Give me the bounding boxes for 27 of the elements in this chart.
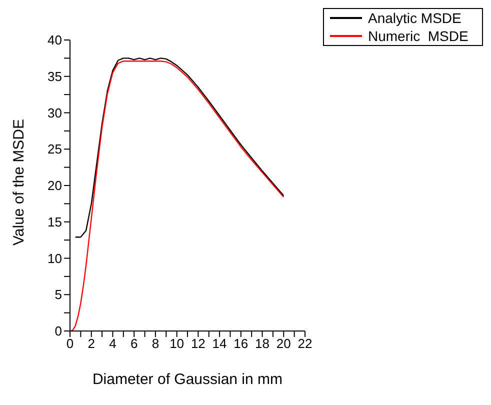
x-tick-label: 16 [234, 336, 248, 352]
line-series [74, 58, 284, 238]
y-tick-label: 0 [54, 324, 62, 339]
y-axis-title: Value of the MSDE [10, 119, 28, 246]
legend-label: Numeric MSDE [368, 27, 468, 45]
y-tick-label: 30 [48, 105, 62, 120]
x-tick-label: 0 [66, 336, 74, 352]
y-tick-label: 25 [48, 142, 62, 157]
x-tick-label: 20 [276, 336, 291, 352]
line-series [70, 60, 284, 331]
x-tick-label: 22 [298, 336, 312, 352]
x-tick-label: 18 [255, 336, 270, 352]
legend-label: Analytic MSDE [368, 9, 462, 27]
x-axis-title: Diameter of Gaussian in mm [92, 371, 283, 388]
y-tick-label: 35 [48, 68, 62, 84]
x-tick-label: 8 [152, 336, 160, 352]
y-tick-label: 10 [48, 250, 62, 266]
y-tick-label: 20 [48, 178, 62, 194]
x-tick-label: 6 [130, 336, 138, 352]
x-tick-label: 2 [88, 336, 95, 352]
x-tick-label: 12 [190, 336, 206, 352]
y-tick-label: 5 [54, 287, 62, 302]
y-tick-label: 40 [48, 32, 62, 48]
x-tick-label: 14 [212, 336, 227, 352]
x-tick-label: 4 [109, 336, 116, 352]
y-tick-label: 15 [48, 214, 62, 230]
x-tick-label: 10 [170, 336, 184, 352]
